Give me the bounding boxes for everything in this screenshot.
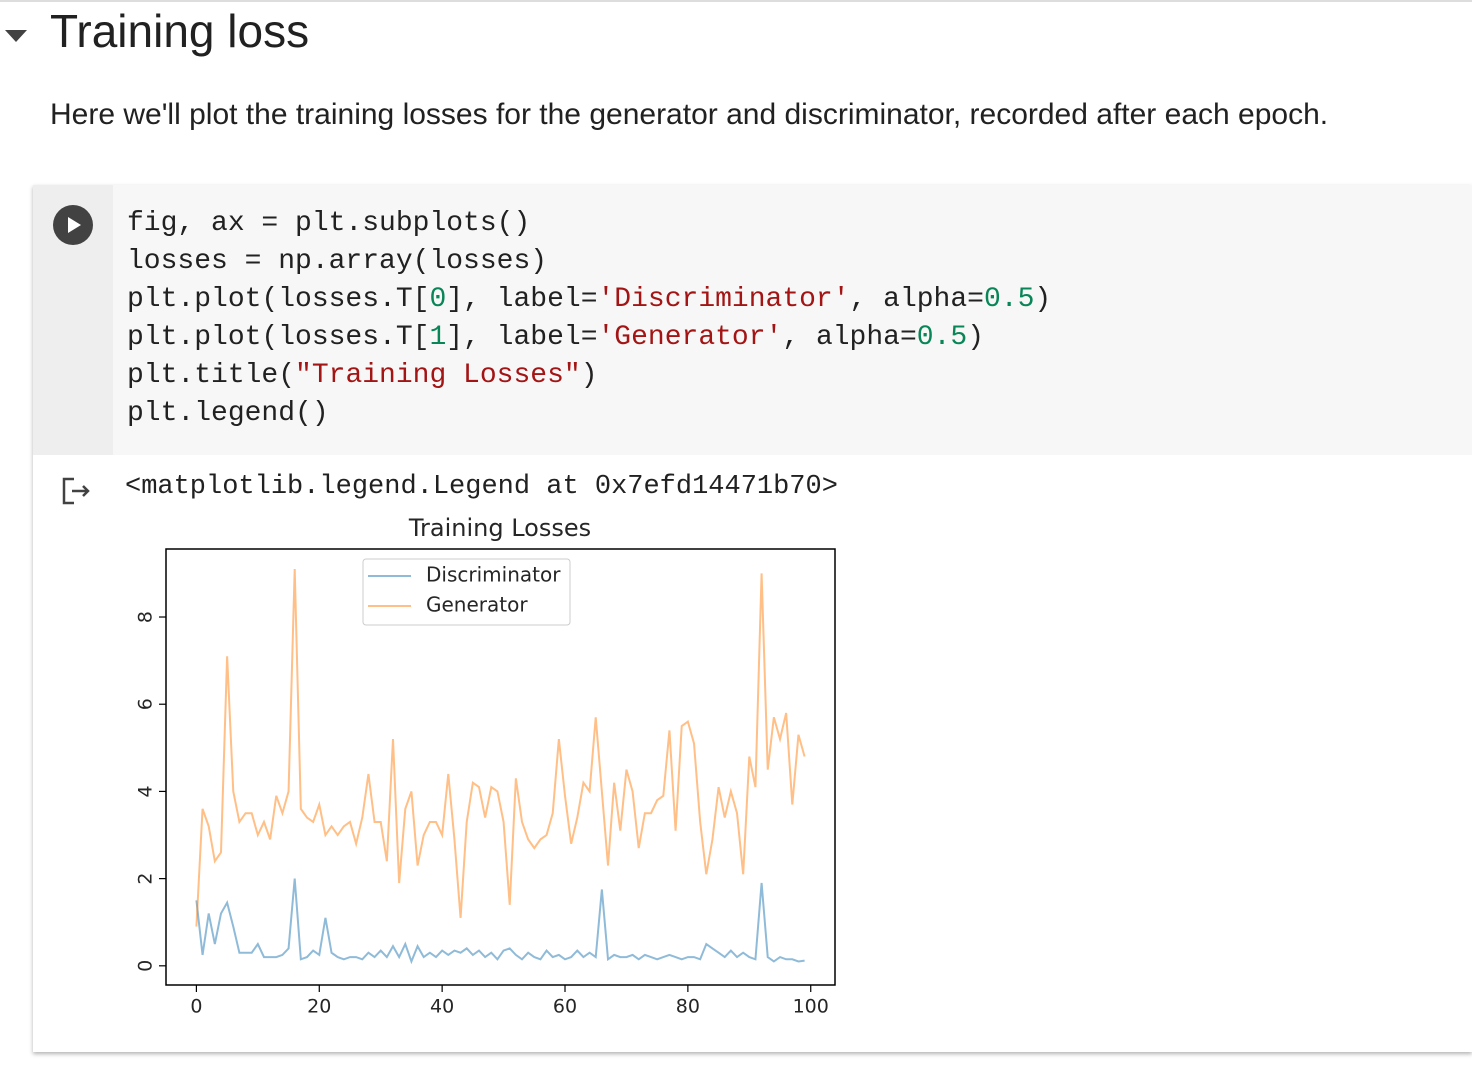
y-tick-label: 0 <box>135 960 157 972</box>
code-token: 0 <box>429 284 447 315</box>
code-token: plt.legend() <box>127 398 329 429</box>
code-line: plt.title("Training Losses") <box>127 357 1051 395</box>
chart: Training Losses 0 20 40 60 80 100 0 2 4 6 8 Discrim… <box>135 514 836 1018</box>
code-token: 1 <box>429 322 447 353</box>
x-tick-label: 80 <box>676 996 700 1018</box>
code-token: ) <box>1034 284 1052 315</box>
y-tick-label: 2 <box>135 873 157 885</box>
legend-label: Generator <box>426 593 528 617</box>
x-tick-label: 20 <box>307 996 331 1018</box>
code: fig, ax = plt.subplots() losses = np.arra… <box>127 205 1051 433</box>
y-tick-label: 6 <box>135 698 157 710</box>
top-border <box>0 0 1472 2</box>
code-token: 0.5 <box>983 284 1035 315</box>
x-tick-label: 0 <box>190 996 202 1018</box>
plot-frame <box>165 548 836 986</box>
section-title: Training loss <box>50 5 310 57</box>
code-line: plt.legend() <box>127 395 1051 433</box>
code-token: plt.title( <box>127 360 296 391</box>
output-text: <matplotlib.legend.Legend at 0x7efd14471… <box>125 472 838 502</box>
code-line: plt.plot(losses.T[1], label='Generator',… <box>127 319 1051 357</box>
y-tick-label: 8 <box>135 611 157 623</box>
code-token: losses = np.array(losses) <box>127 246 548 277</box>
code-token: "Training Losses" <box>295 360 581 391</box>
code-token: plt.plot(losses.T[ <box>127 322 430 353</box>
code-token: ) <box>580 360 598 391</box>
code-token: plt.plot(losses.T[ <box>127 284 430 315</box>
legend-box <box>362 558 571 626</box>
collapse-toggle[interactable] <box>0 18 34 48</box>
code-token: ], label= <box>446 284 598 315</box>
code-token: fig, ax = plt.subplots() <box>127 208 531 239</box>
code-token: , alpha= <box>849 284 984 315</box>
legend-label: Discriminator <box>426 563 561 587</box>
y-tick-label: 4 <box>135 785 157 797</box>
code-token: , alpha= <box>782 322 917 353</box>
code-token: ) <box>967 322 984 353</box>
code-line: fig, ax = plt.subplots() <box>127 205 1051 243</box>
code-token: ], label= <box>446 322 598 353</box>
run-button[interactable] <box>52 204 94 246</box>
code-line: plt.plot(losses.T[0], label='Discriminat… <box>127 281 1051 319</box>
code-token: 'Discriminator' <box>597 284 850 315</box>
output-icon <box>62 477 90 505</box>
series-line <box>195 569 806 927</box>
chart-title: Training Losses <box>408 514 591 542</box>
x-tick-label: 100 <box>793 996 829 1018</box>
code-area <box>33 185 1472 455</box>
code-token: 'Generator' <box>597 322 783 353</box>
code-line: losses = np.array(losses) <box>127 243 1051 281</box>
series-line <box>195 878 805 965</box>
code-token: 0.5 <box>916 322 968 353</box>
section-text: Here we'll plot the training losses for … <box>50 98 1329 131</box>
x-tick-label: 40 <box>430 996 454 1018</box>
x-tick-label: 60 <box>553 996 577 1018</box>
